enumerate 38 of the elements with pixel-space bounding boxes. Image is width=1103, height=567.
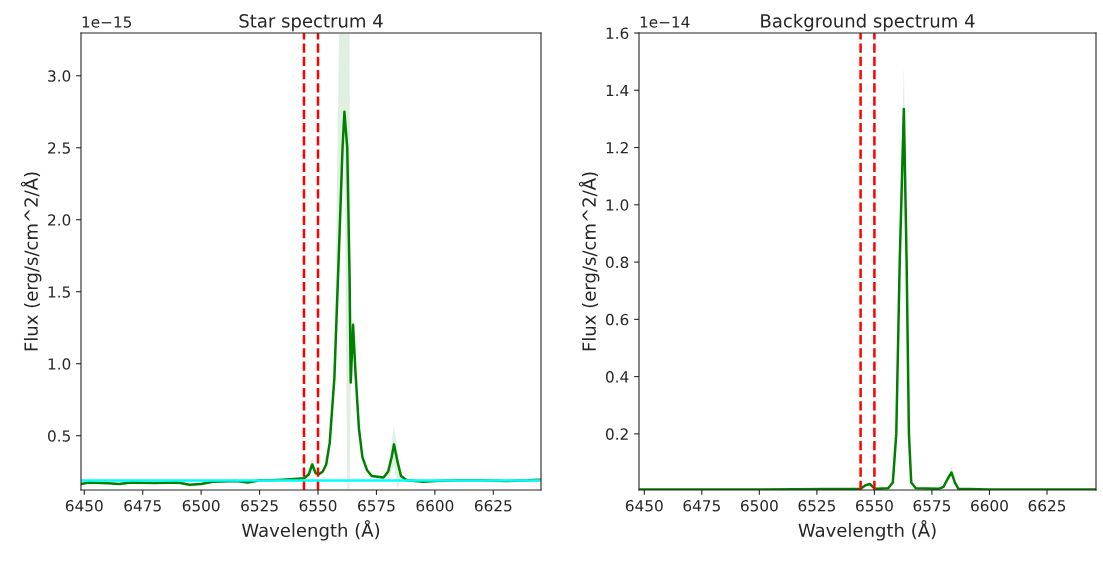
x-tick-label: 6450 — [625, 499, 663, 512]
x-tick-label: 6450 — [65, 499, 103, 512]
x-tick-label: 6575 — [913, 499, 951, 512]
y-tick-label: 0.4 — [605, 371, 629, 383]
y-tick-label: 0.5 — [47, 430, 70, 442]
y-tick-label: 1.2 — [606, 142, 628, 154]
y-tick-label: 0.6 — [605, 313, 629, 326]
x-tick-label: 6475 — [124, 499, 161, 512]
y-tick-label: 3.0 — [48, 70, 71, 82]
text: 1e−15 — [82, 16, 132, 28]
y-tick-label: 1.4 — [606, 84, 629, 97]
chart-title: Background spectrum 4 — [761, 13, 975, 32]
x-tick-label: 6600 — [416, 499, 454, 512]
x-tick-label: 6525 — [241, 499, 278, 512]
x-tick-label: 6525 — [798, 499, 835, 512]
y-tick-label: 0.8 — [605, 256, 629, 269]
x-tick-label: 6625 — [1028, 499, 1066, 512]
y-axis-title: Flux (erg/s/cm^2/Å) — [578, 172, 600, 351]
y-tick-label: 1.0 — [48, 358, 71, 370]
x-axis-title: Wavelength (Å) — [241, 520, 380, 541]
x-tick-label: 6550 — [299, 499, 337, 512]
y-tick-label: 2.0 — [48, 214, 71, 226]
y-tick-label: 1.0 — [606, 199, 629, 211]
x-axis-title: Wavelength (Å) — [798, 520, 936, 541]
x-tick-label: 6600 — [971, 499, 1008, 512]
y-tick-label: 1.5 — [48, 286, 70, 298]
chart-title: Star spectrum 4 — [239, 14, 383, 32]
x-tick-label: 6550 — [856, 499, 893, 512]
x-tick-label: 6500 — [182, 499, 220, 512]
x-tick-label: 6475 — [683, 499, 720, 512]
y-tick-label: 2.5 — [48, 142, 70, 154]
x-tick-label: 6500 — [740, 499, 778, 512]
y-tick-label: 0.2 — [605, 428, 628, 440]
x-tick-label: 6575 — [358, 499, 395, 512]
text: 1e−14 — [640, 16, 690, 28]
y-tick-label: 1.6 — [606, 27, 629, 40]
x-tick-label: 6625 — [474, 499, 512, 512]
y-axis-title: Flux (erg/s/cm^2/Å) — [20, 172, 42, 351]
